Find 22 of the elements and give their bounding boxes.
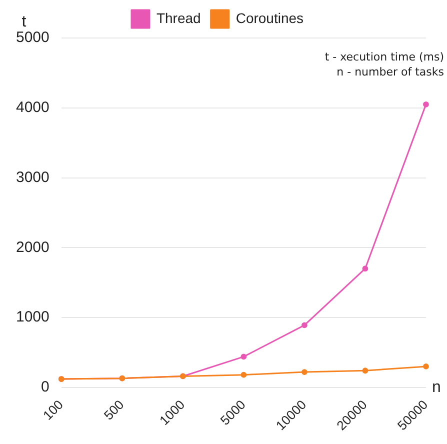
point <box>423 363 429 370</box>
y-tick-label: 0 <box>41 378 50 396</box>
point <box>301 369 308 375</box>
annotation: n - number of tasks <box>336 65 444 78</box>
y-tick-label: 3000 <box>16 168 50 186</box>
annotation: t - xecution time (ms) <box>324 50 444 64</box>
y-tick-label: 4000 <box>16 99 50 116</box>
y-tick-label: 2000 <box>16 238 50 256</box>
legend-label: Thread <box>156 10 201 26</box>
point <box>301 322 308 328</box>
point <box>240 372 247 378</box>
x-tick-label: 100 <box>40 396 66 423</box>
y-axis-title: t <box>22 13 27 30</box>
point <box>362 368 368 374</box>
point <box>362 266 368 272</box>
x-axis-title: n <box>432 378 441 396</box>
point <box>240 354 247 360</box>
x-tick-label: 500 <box>100 396 127 423</box>
point <box>423 101 429 108</box>
y-tick-label: 5000 <box>16 29 50 46</box>
y-tick-label: 1000 <box>16 308 50 326</box>
legend-label: Coroutines <box>236 10 304 26</box>
